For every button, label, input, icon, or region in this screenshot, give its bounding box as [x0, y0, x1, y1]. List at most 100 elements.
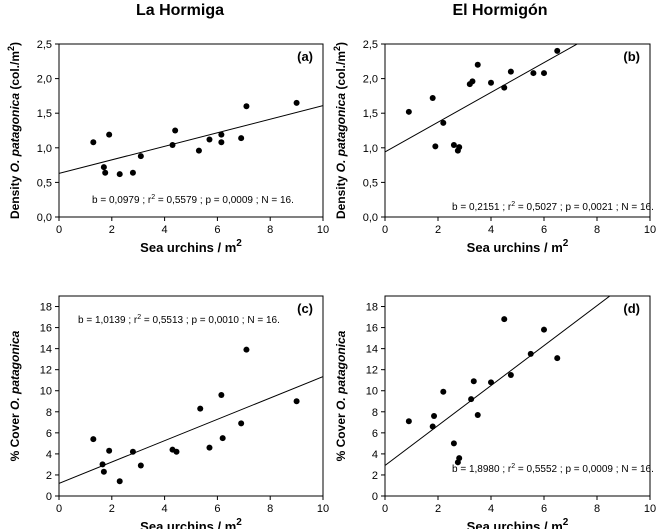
- y-tick-label-d: 18: [366, 302, 378, 314]
- x-tick-label-c: 8: [267, 503, 273, 515]
- x-axis-label-b: Sea urchins / m2: [467, 238, 569, 255]
- y-tick-label-c: 14: [40, 344, 52, 356]
- x-axis-label-a: Sea urchins / m2: [140, 238, 242, 255]
- data-point-a: [90, 139, 97, 146]
- panel-label-b: (b): [623, 49, 640, 64]
- x-tick-label-b: 4: [488, 224, 494, 236]
- y-tick-label-c: 16: [40, 323, 52, 335]
- data-point-a: [293, 99, 300, 106]
- y-tick-label-d: 8: [372, 407, 378, 419]
- y-tick-label-a: 0,5: [37, 177, 52, 189]
- y-tick-label-d: 4: [372, 449, 378, 461]
- regression-stats-a: b = 0,0979 ; r2 = 0,5579 ; p = 0,0009 ; …: [92, 194, 294, 206]
- data-point-a: [206, 136, 213, 143]
- data-point-c: [90, 436, 97, 443]
- data-point-d: [527, 350, 534, 357]
- data-point-c: [116, 478, 123, 485]
- data-point-d: [431, 413, 438, 419]
- data-point-d: [468, 396, 475, 403]
- data-point-b: [474, 61, 481, 68]
- y-tick-label-d: 14: [366, 344, 378, 356]
- x-tick-label-c: 0: [56, 503, 62, 515]
- panel-label-d: (d): [623, 301, 640, 316]
- y-axis-label-c: % Cover O. patagonica: [8, 330, 22, 461]
- data-point-d: [429, 423, 436, 430]
- data-point-d: [474, 411, 481, 418]
- y-tick-label-b: 0,5: [363, 177, 378, 189]
- y-tick-label-a: 2,5: [37, 39, 52, 51]
- data-point-c: [238, 420, 245, 427]
- x-tick-label-d: 0: [382, 503, 388, 515]
- y-tick-label-c: 12: [40, 365, 52, 377]
- data-point-d: [488, 379, 494, 386]
- panel-label-c: (c): [297, 301, 313, 316]
- data-point-d: [456, 455, 463, 462]
- x-tick-label-c: 6: [214, 503, 220, 515]
- y-tick-label-b: 0,0: [363, 212, 378, 224]
- data-point-a: [137, 153, 144, 160]
- data-point-a: [106, 131, 113, 138]
- data-point-a: [238, 135, 245, 142]
- panel-b: 0 2 4 6 8 10 0,0 0,5 1,0 1,5 2,0 2,5 (b) b = 0,2151 ;…: [332, 39, 656, 255]
- y-tick-label-b: 2,5: [363, 39, 378, 51]
- data-point-d: [405, 418, 412, 425]
- data-point-b: [469, 78, 476, 85]
- y-axis-label-b: Density O. patagonica (col./m2): [332, 42, 348, 219]
- y-tick-label-c: 6: [46, 428, 52, 440]
- data-point-a: [172, 127, 179, 134]
- data-point-c: [197, 405, 204, 412]
- y-tick-label-d: 0: [372, 491, 378, 503]
- data-point-b: [554, 47, 561, 54]
- x-tick-label-d: 6: [541, 503, 547, 515]
- data-point-c: [99, 461, 106, 468]
- data-point-a: [100, 164, 107, 171]
- regression-line-a: [59, 105, 323, 174]
- x-tick-label-a: 10: [317, 224, 329, 236]
- data-point-a: [102, 169, 109, 176]
- x-tick-label-d: 10: [644, 503, 656, 515]
- data-point-b: [501, 84, 508, 91]
- data-point-b: [507, 68, 514, 75]
- data-point-c: [137, 462, 144, 469]
- y-axis-label-a: Density O. patagonica (col./m2): [6, 42, 22, 219]
- x-tick-label-a: 2: [109, 224, 115, 236]
- x-tick-label-a: 8: [267, 224, 273, 236]
- y-tick-label-a: 0,0: [37, 212, 52, 224]
- data-point-b: [432, 143, 439, 150]
- site-title-el-hormigon: El Hormigón: [452, 2, 548, 19]
- x-tick-label-a: 0: [56, 224, 62, 236]
- regression-line-c: [59, 376, 323, 484]
- y-tick-label-b: 1,0: [363, 143, 378, 155]
- data-point-c: [173, 448, 180, 455]
- data-point-b: [440, 119, 447, 126]
- data-point-a: [129, 169, 136, 176]
- data-point-b: [541, 70, 547, 77]
- x-tick-label-c: 2: [109, 503, 115, 515]
- data-point-c: [106, 447, 113, 454]
- data-point-a: [218, 139, 225, 146]
- data-point-c: [219, 435, 226, 442]
- regression-line-b: [385, 44, 579, 153]
- panel-a: 0 2 4 6 8 10 0,0 0,5 1,0 1,5 2,0 2,5 (a) b = 0,0979 ;…: [6, 39, 329, 255]
- data-point-b: [429, 94, 436, 101]
- y-tick-label-b: 2,0: [363, 74, 378, 86]
- y-tick-label-c: 8: [46, 407, 52, 419]
- y-tick-label-a: 1,5: [37, 108, 52, 120]
- data-point-c: [218, 391, 225, 398]
- x-tick-label-b: 10: [644, 224, 656, 236]
- data-point-c: [243, 346, 250, 353]
- x-tick-label-b: 6: [541, 224, 547, 236]
- data-point-b: [488, 79, 494, 86]
- x-tick-label-b: 2: [435, 224, 441, 236]
- y-axis-label-d: % Cover O. patagonica: [334, 330, 348, 461]
- data-point-c: [293, 398, 300, 405]
- data-point-b: [405, 108, 412, 115]
- data-point-a: [218, 131, 225, 138]
- data-point-b: [456, 144, 463, 151]
- panel-d: 0 2 4 6 8 10 0 2 4 6 8 10 12 14 16 18 (d) b = 1,8980 ; r2…: [334, 295, 656, 529]
- data-point-a: [195, 147, 202, 154]
- y-tick-label-a: 1,0: [37, 143, 52, 155]
- y-tick-label-d: 16: [366, 323, 378, 335]
